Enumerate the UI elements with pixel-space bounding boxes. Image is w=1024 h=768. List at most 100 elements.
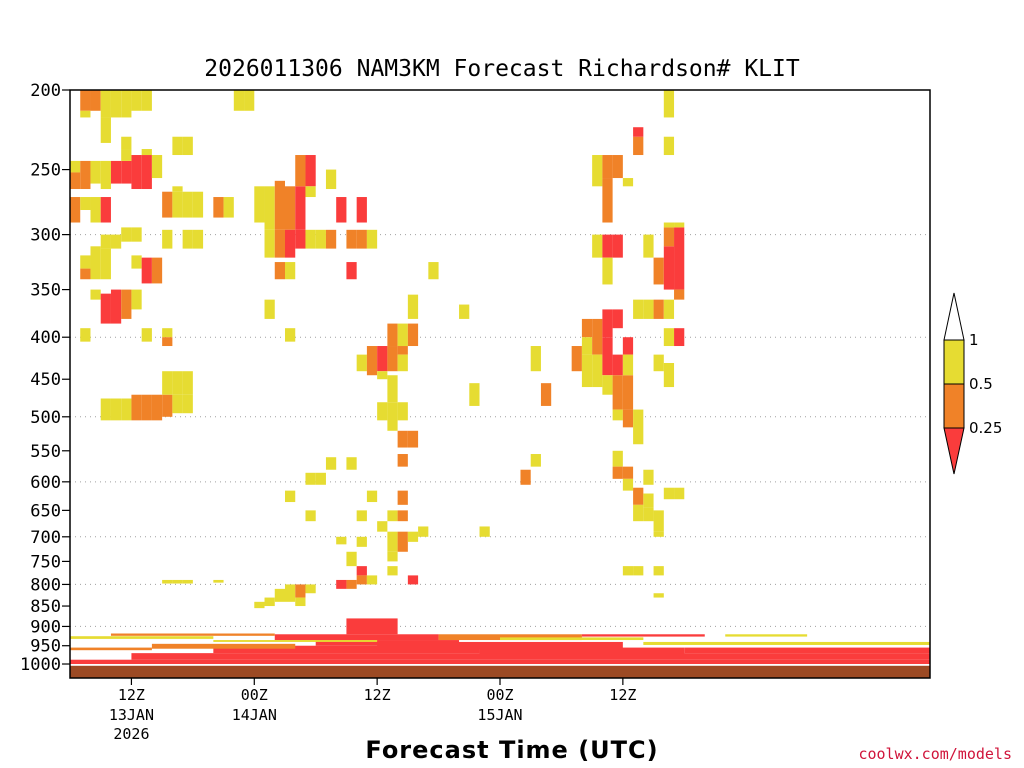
heatmap-cell <box>285 262 296 280</box>
heatmap-cell <box>397 531 408 552</box>
boundary-layer-band <box>213 645 480 654</box>
heatmap-cell <box>387 402 398 431</box>
heatmap-cell <box>151 155 163 179</box>
boundary-layer-band <box>643 641 930 645</box>
boundary-layer-band <box>70 636 214 639</box>
heatmap-cell <box>100 160 111 190</box>
heatmap-cell <box>428 262 439 280</box>
heatmap-cell <box>325 457 337 470</box>
x-tick-label: 00Z <box>241 686 268 704</box>
heatmap-cell <box>622 178 634 187</box>
chart-title: 2026011306 NAM3KM Forecast Richardson# K… <box>204 56 800 82</box>
boundary-layer-band <box>70 659 930 665</box>
heatmap-cell <box>643 493 654 508</box>
heatmap-cell <box>100 293 111 324</box>
heatmap-cell <box>192 191 204 218</box>
heatmap-cell <box>182 371 193 395</box>
heatmap-cell <box>612 466 623 479</box>
heatmap-cell <box>141 90 152 111</box>
y-tick-label: 500 <box>30 408 61 428</box>
heatmap-cell <box>346 229 357 249</box>
heatmap-cell <box>264 597 275 607</box>
heatmap-cell <box>407 575 419 585</box>
heatmap-cell <box>397 490 408 505</box>
heatmap-cell <box>131 227 142 242</box>
heatmap-cell <box>622 337 634 355</box>
heatmap-cell <box>530 346 541 372</box>
heatmap-cell <box>346 457 357 470</box>
x-tick-label: 12Z <box>609 686 636 704</box>
heatmap-cell <box>110 398 122 421</box>
heatmap-cell <box>80 90 91 111</box>
heatmap-cell <box>387 510 398 522</box>
heatmap-cell <box>274 588 285 602</box>
heatmap-cell <box>479 526 490 537</box>
heatmap-cell <box>305 510 316 522</box>
heatmap-cell <box>612 450 623 467</box>
heatmap-cell <box>366 575 378 585</box>
heatmap-cell <box>346 551 357 567</box>
heatmap-cell <box>663 227 675 247</box>
heatmap-cell <box>110 160 122 184</box>
heatmap-cell <box>162 579 173 584</box>
site-credit: coolwx.com/models <box>858 745 1012 763</box>
heatmap-cell <box>305 472 316 485</box>
heatmap-cell <box>162 371 173 395</box>
heatmap-cell <box>121 227 132 242</box>
heatmap-cell <box>131 155 142 190</box>
heatmap-cell <box>674 328 685 347</box>
legend-swatch-orange <box>943 383 965 429</box>
heatmap-cell <box>387 551 398 562</box>
x-axis-title: Forecast Time (UTC) <box>365 736 658 764</box>
heatmap-cell <box>377 346 388 372</box>
heatmap-cell <box>653 510 664 532</box>
heatmap-cell <box>663 222 675 228</box>
x-tick-label: 12Z <box>118 686 145 704</box>
heatmap-cell <box>182 136 193 156</box>
legend-label: 0.25 <box>969 419 1002 437</box>
heatmap-cell <box>612 375 623 410</box>
heatmap-cell <box>612 409 623 421</box>
legend-arrow-bottom <box>943 427 965 475</box>
heatmap-cell <box>100 197 111 223</box>
heatmap-cells <box>70 90 685 609</box>
heatmap-cell <box>469 383 480 406</box>
heatmap-cell <box>110 234 122 249</box>
heatmap-cell <box>674 487 685 500</box>
heatmap-cell <box>336 197 347 223</box>
heatmap-cell <box>653 354 664 372</box>
heatmap-cell <box>151 257 163 284</box>
heatmap-cell <box>346 579 357 589</box>
heatmap-cell <box>397 430 408 448</box>
heatmap-cell <box>295 584 306 598</box>
heatmap-cell <box>407 294 419 319</box>
heatmap-cell <box>581 337 593 355</box>
ground-surface <box>70 665 930 678</box>
heatmap-cell <box>285 186 296 230</box>
heatmap-cell <box>674 222 685 228</box>
heatmap-cell <box>377 371 388 380</box>
heatmap-cell <box>244 90 255 111</box>
heatmap-cell <box>172 394 183 414</box>
boundary-layer-band <box>213 640 378 642</box>
heatmap-cell <box>540 383 552 406</box>
heatmap-cell <box>213 579 224 583</box>
heatmap-cell <box>674 227 685 290</box>
heatmap-cell <box>90 160 101 184</box>
heatmap-cell <box>602 309 613 338</box>
heatmap-cell <box>264 229 275 258</box>
plot-frame <box>69 89 931 679</box>
y-tick-label: 800 <box>30 575 61 595</box>
heatmap-cell <box>182 229 193 249</box>
heatmap-cell <box>663 363 675 388</box>
heatmap-cell <box>397 402 408 421</box>
boundary-layer-bands <box>70 618 930 665</box>
heatmap-cell <box>80 160 91 190</box>
heatmap-cell <box>80 255 91 269</box>
heatmap-cell <box>377 402 388 421</box>
heatmap-cell <box>397 454 408 467</box>
heatmap-cell <box>653 593 664 598</box>
heatmap-cell <box>254 186 265 223</box>
y-tick-label: 400 <box>30 328 61 348</box>
heatmap-cell <box>100 234 111 249</box>
